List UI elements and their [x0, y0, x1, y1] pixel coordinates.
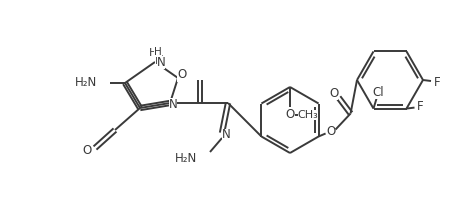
Text: N: N — [157, 56, 165, 68]
Text: CH₃: CH₃ — [298, 110, 318, 120]
Text: H₂N: H₂N — [175, 151, 197, 165]
Text: F: F — [434, 76, 440, 89]
Text: H: H — [154, 47, 162, 57]
Text: N: N — [169, 97, 177, 111]
Text: Cl: Cl — [373, 86, 384, 99]
Text: N: N — [222, 128, 230, 142]
Text: O: O — [285, 109, 295, 122]
Text: O: O — [329, 87, 338, 100]
Text: N: N — [155, 54, 164, 68]
Text: H₂N: H₂N — [75, 76, 97, 89]
Text: O: O — [82, 143, 92, 157]
Text: O: O — [326, 125, 335, 138]
Text: O: O — [177, 68, 187, 81]
Text: H: H — [149, 48, 157, 58]
Text: F: F — [417, 100, 424, 113]
